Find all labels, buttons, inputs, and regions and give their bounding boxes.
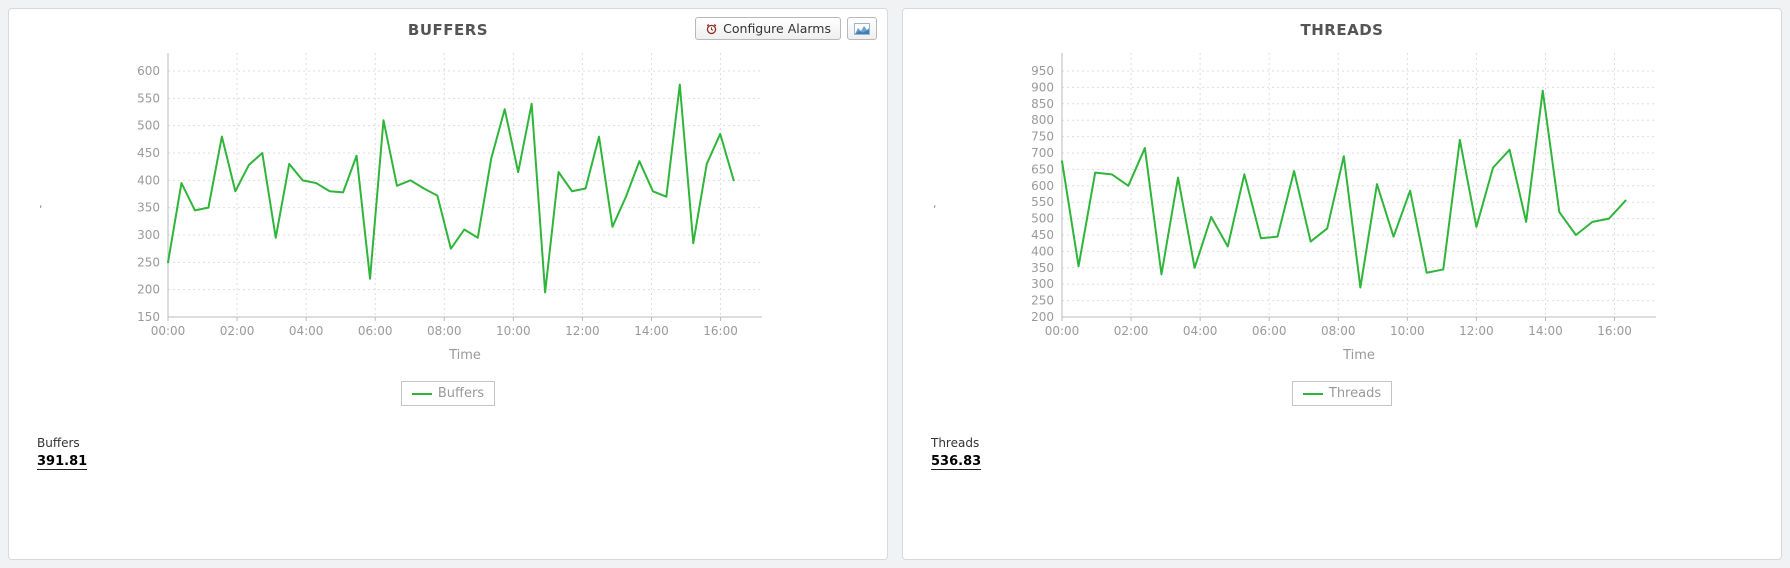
legend-swatch: [411, 392, 432, 395]
legend[interactable]: Threads: [1291, 381, 1393, 406]
threads-line-chart[interactable]: 200 250 300 350 400 450 500 550 600 650 700 750 800 8…: [1012, 43, 1672, 373]
x-tick-label: 04:00: [289, 324, 324, 338]
x-tick-label: 02:00: [1114, 324, 1149, 338]
y-tick-label: 500: [137, 119, 160, 133]
y-tick-label: 550: [1031, 195, 1054, 209]
y-tick-label: 450: [1031, 228, 1054, 242]
y-tick-label: 200: [1031, 310, 1054, 324]
configure-alarms-label: Configure Alarms: [723, 21, 831, 36]
x-tick-label: 06:00: [358, 324, 393, 338]
metric-label: Buffers: [37, 436, 80, 450]
metric-label: Threads: [931, 436, 980, 450]
y-tick-label: 350: [137, 201, 160, 215]
chart-toolbar: Configure Alarms: [695, 17, 877, 40]
y-tick-label: 250: [1031, 294, 1054, 308]
y-tick-label: 300: [1031, 277, 1054, 291]
y-tick-label: 800: [1031, 113, 1054, 127]
x-tick-label: 16:00: [703, 324, 738, 338]
series-line: [167, 83, 735, 294]
buffers-line-chart[interactable]: 150 200 250 300 350 400 450 500 550 600 00:00 02:00…: [118, 43, 778, 373]
y-tick-label: 150: [137, 310, 160, 324]
legend-label: Threads: [1328, 386, 1382, 401]
y-tick-label: 200: [137, 283, 160, 297]
x-tick-label: 10:00: [1390, 324, 1425, 338]
y-tick-label: 950: [1031, 64, 1054, 78]
area-chart-icon: [854, 22, 870, 35]
y-tick-label: 850: [1031, 97, 1054, 111]
y-tick-label: 350: [1031, 261, 1054, 275]
legend-swatch: [1302, 392, 1323, 395]
x-tick-label: 12:00: [565, 324, 600, 338]
y-tick-label: 400: [1031, 244, 1054, 258]
y-tick-label: 700: [1031, 146, 1054, 160]
y-tick-label: 250: [137, 255, 160, 269]
y-axis-mark: ,: [933, 197, 937, 210]
y-tick-label: 300: [137, 228, 160, 242]
buffers-panel: Configure Alarms BUFFERS , 150 200 250 300 3…: [8, 8, 888, 560]
metric: Threads 536.83: [931, 436, 982, 470]
y-tick-label: 900: [1031, 80, 1054, 94]
x-tick-label: 00:00: [1045, 324, 1080, 338]
x-tick-label: 02:00: [220, 324, 255, 338]
x-tick-label: 14:00: [1528, 324, 1563, 338]
legend-label: Buffers: [437, 386, 485, 401]
metric: Buffers 391.81: [37, 436, 88, 470]
configure-alarms-button[interactable]: Configure Alarms: [695, 17, 841, 40]
x-axis-title: Time: [448, 348, 481, 363]
y-tick-label: 500: [1031, 212, 1054, 226]
y-tick-label: 400: [137, 173, 160, 187]
x-tick-label: 04:00: [1183, 324, 1218, 338]
x-axis-title: Time: [1342, 348, 1375, 363]
x-tick-label: 08:00: [1321, 324, 1356, 338]
chart-title: BUFFERS: [407, 21, 489, 39]
y-tick-label: 550: [137, 91, 160, 105]
y-tick-label: 750: [1031, 130, 1054, 144]
x-tick-label: 16:00: [1597, 324, 1632, 338]
chart-view-button[interactable]: [847, 17, 877, 40]
alarm-clock-icon: [706, 23, 717, 35]
x-tick-label: 00:00: [151, 324, 186, 338]
threads-panel: THREADS , 200 250 300 350 400 450 500 550 600 650…: [902, 8, 1782, 560]
y-tick-label: 450: [137, 146, 160, 160]
y-tick-label: 600: [137, 64, 160, 78]
series-line: [1061, 89, 1627, 289]
y-tick-label: 600: [1031, 179, 1054, 193]
legend[interactable]: Buffers: [400, 381, 496, 406]
x-tick-label: 10:00: [496, 324, 531, 338]
metric-value-link[interactable]: 391.81: [37, 454, 88, 470]
y-axis-mark: ,: [39, 197, 43, 210]
x-tick-label: 12:00: [1459, 324, 1494, 338]
metric-value-link[interactable]: 536.83: [931, 454, 982, 470]
y-tick-label: 650: [1031, 162, 1054, 176]
x-tick-label: 14:00: [634, 324, 669, 338]
x-tick-label: 06:00: [1252, 324, 1287, 338]
x-tick-label: 08:00: [427, 324, 462, 338]
chart-title: THREADS: [1300, 21, 1384, 39]
